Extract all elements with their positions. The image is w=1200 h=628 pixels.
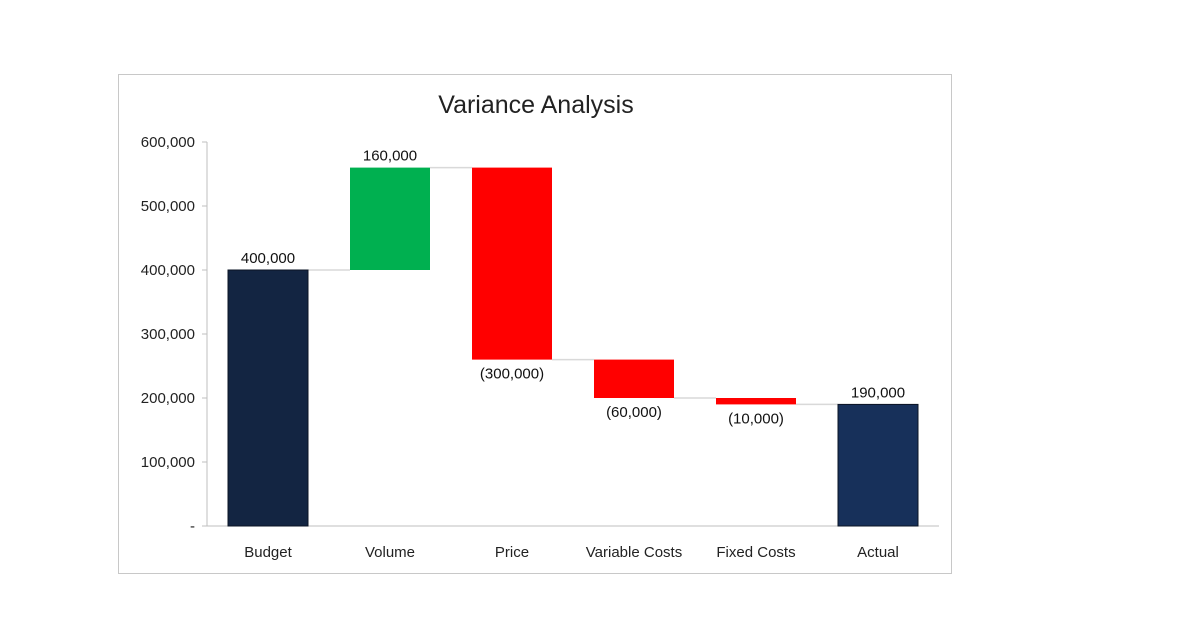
data-label: (60,000) — [606, 404, 662, 421]
bar-actual — [837, 403, 919, 527]
chart-title: Variance Analysis — [438, 91, 633, 119]
data-label: 190,000 — [851, 384, 905, 401]
y-tick-label: - — [190, 518, 195, 535]
x-category-label: Volume — [365, 544, 415, 561]
y-tick-label: 200,000 — [141, 390, 195, 407]
x-category-label: Price — [495, 544, 529, 561]
data-label: (10,000) — [728, 410, 784, 427]
data-labels: 400,000 160,000 (300,000) (60,000) (10,000) 1… — [241, 148, 905, 428]
chart-frame: Variance Analysis - 100,000 200,000 300,000… — [118, 74, 952, 574]
bar-fixed-costs — [716, 398, 796, 405]
data-label: (300,000) — [480, 366, 544, 383]
bar-budget — [227, 269, 309, 527]
y-axis: - 100,000 200,000 300,000 400,000 500,000 600,… — [141, 134, 208, 535]
y-tick-label: 600,000 — [141, 134, 195, 151]
bar-variable-costs — [594, 359, 674, 398]
y-tick-label: 500,000 — [141, 198, 195, 215]
waterfall-chart: Variance Analysis - 100,000 200,000 300,000… — [141, 91, 939, 561]
x-category-label: Fixed Costs — [716, 544, 795, 561]
y-tick-label: 400,000 — [141, 262, 195, 279]
x-axis: Budget Volume Price Variable Costs Fixed Cos… — [207, 525, 939, 561]
y-tick-label: 100,000 — [141, 454, 195, 471]
bar-price — [472, 167, 552, 360]
bars — [227, 167, 919, 527]
data-label: 160,000 — [363, 148, 417, 165]
x-category-label: Variable Costs — [586, 544, 682, 561]
connector-lines — [308, 166, 838, 406]
y-tick-label: 300,000 — [141, 326, 195, 343]
x-category-label: Actual — [857, 544, 899, 561]
data-label: 400,000 — [241, 250, 295, 267]
x-category-label: Budget — [244, 544, 292, 561]
bar-volume — [350, 167, 430, 270]
